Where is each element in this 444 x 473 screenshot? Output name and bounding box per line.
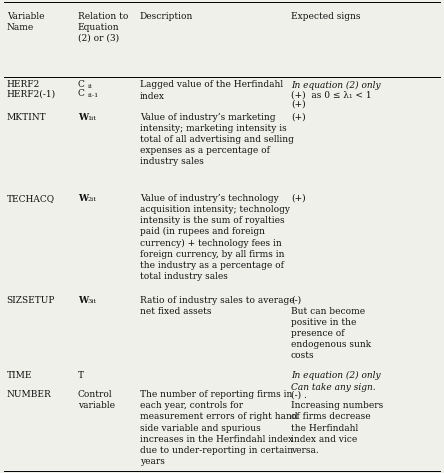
Text: W: W <box>78 113 88 122</box>
Text: (-)
But can become
positive in the
presence of
endogenous sunk
costs: (-) But can become positive in the prese… <box>291 296 371 360</box>
Text: Ratio of industry sales to average
net fixed assets: Ratio of industry sales to average net f… <box>140 296 294 315</box>
Text: NUMBER: NUMBER <box>7 390 52 399</box>
Text: Description: Description <box>140 12 193 21</box>
Text: Value of industry’s marketing
intensity; marketing intensity is
total of all adv: Value of industry’s marketing intensity;… <box>140 113 294 166</box>
Text: In equation (2) only
Can take any sign.: In equation (2) only Can take any sign. <box>291 371 381 392</box>
Text: Expected signs: Expected signs <box>291 12 361 21</box>
Text: In equation (2) only: In equation (2) only <box>291 80 381 89</box>
Text: it-1: it-1 <box>87 93 99 97</box>
Text: T: T <box>78 371 84 380</box>
Text: TECHACQ: TECHACQ <box>7 194 55 203</box>
Text: Variable
Name: Variable Name <box>7 12 44 32</box>
Text: 3it: 3it <box>87 299 97 304</box>
Text: HERF2(-1): HERF2(-1) <box>7 89 56 98</box>
Text: C: C <box>78 89 84 98</box>
Text: W: W <box>78 194 88 203</box>
Text: (-) .
Increasing numbers
of firms decrease
the Herfindahl
index and vice
versa.: (-) . Increasing numbers of firms decrea… <box>291 390 383 455</box>
Text: Value of industry’s technology
acquisition intensity; technology
intensity is th: Value of industry’s technology acquisiti… <box>140 194 290 281</box>
Text: (+): (+) <box>291 99 305 108</box>
Text: SIZSETUP: SIZSETUP <box>7 296 55 305</box>
Text: W: W <box>78 296 88 305</box>
Text: C: C <box>78 80 84 89</box>
Text: HERF2: HERF2 <box>7 80 40 89</box>
Text: 1it: 1it <box>87 116 96 121</box>
Text: The number of reporting firms in
each year, controls for
measurement errors of r: The number of reporting firms in each ye… <box>140 390 297 466</box>
Text: (+): (+) <box>291 194 305 203</box>
Text: (+): (+) <box>291 113 305 122</box>
Text: Relation to
Equation
(2) or (3): Relation to Equation (2) or (3) <box>78 12 128 43</box>
Text: Control
variable: Control variable <box>78 390 115 410</box>
Text: TIME: TIME <box>7 371 32 380</box>
Text: Lagged value of the Herfindahl
index: Lagged value of the Herfindahl index <box>140 80 283 100</box>
Text: (+)  as 0 ≤ λ₁ < 1: (+) as 0 ≤ λ₁ < 1 <box>291 90 372 99</box>
Text: MKTINT: MKTINT <box>7 113 46 122</box>
Text: it: it <box>87 84 92 89</box>
Text: 2it: 2it <box>87 197 96 202</box>
